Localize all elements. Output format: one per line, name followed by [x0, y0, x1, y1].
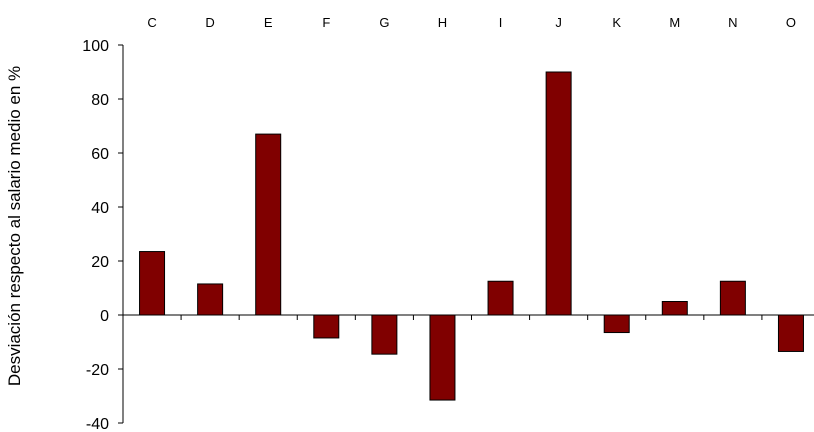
y-tick-label: -20 [86, 362, 109, 379]
bar-H [429, 314, 456, 401]
y-ticks-group: 100 80 60 40 20 0 -20 -40 [82, 38, 123, 432]
bar-D [197, 283, 224, 316]
category-label: O [786, 15, 796, 30]
category-label: N [728, 15, 737, 30]
bar-N [719, 280, 746, 316]
bar-M [661, 301, 688, 316]
y-tick-label: 40 [91, 200, 109, 217]
bar-E [255, 133, 282, 316]
category-label: F [322, 15, 330, 30]
y-axis-title: Desviación respecto al salario medio en … [5, 66, 24, 386]
bars-group [139, 71, 804, 401]
category-label: E [264, 15, 273, 30]
y-tick-label: 0 [100, 308, 109, 325]
y-tick-label: 100 [82, 38, 109, 55]
bar-G [371, 314, 398, 355]
category-label: M [669, 15, 680, 30]
bar-F [313, 314, 340, 339]
category-label: I [499, 15, 503, 30]
category-label: K [612, 15, 621, 30]
category-label: H [438, 15, 447, 30]
category-label: D [205, 15, 214, 30]
bar-J [545, 71, 572, 316]
y-tick-label: 20 [91, 254, 109, 271]
category-label: C [147, 15, 156, 30]
bar-C [139, 251, 166, 316]
x-ticks-group [180, 315, 763, 320]
bar-K [603, 314, 630, 334]
y-tick-label: 60 [91, 146, 109, 163]
bar-O [777, 314, 804, 352]
y-tick-label: -40 [86, 416, 109, 432]
category-label: J [555, 15, 562, 30]
bar-I [487, 280, 514, 316]
category-label: G [379, 15, 389, 30]
y-tick-label: 80 [91, 92, 109, 109]
